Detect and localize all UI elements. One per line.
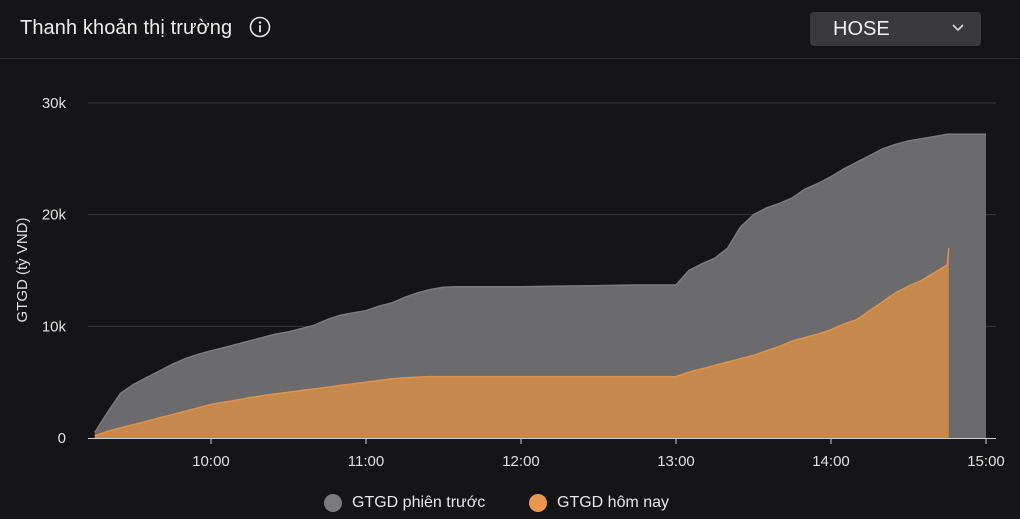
panel-header: Thanh khoản thị trường HOSE <box>0 0 1020 59</box>
chevron-down-icon <box>952 24 964 32</box>
x-tick-label: 13:00 <box>657 453 695 470</box>
legend-label-previous: GTGD phiên trước <box>352 494 486 511</box>
y-tick-label: 10k <box>42 318 67 335</box>
x-tick-label: 15:00 <box>967 453 1005 470</box>
x-tick-label: 12:00 <box>502 453 540 470</box>
legend-dot-previous <box>324 494 342 512</box>
y-axis-label: GTGD (tỷ VND) <box>14 218 31 323</box>
chart-legend: GTGD phiên trước GTGD hôm nay <box>0 490 1020 518</box>
line-series-previous <box>94 133 986 433</box>
y-tick-label: 30k <box>42 95 67 112</box>
market-select-value: HOSE <box>833 18 890 40</box>
x-tick-label: 11:00 <box>348 453 384 470</box>
liquidity-chart: 0 10k 20k 30k 10:00 11:00 12:00 13:00 14:00 15:00… <box>14 95 1005 470</box>
area-series-today[interactable] <box>94 248 949 438</box>
market-select[interactable]: HOSE <box>810 12 981 46</box>
line-series-today <box>94 248 950 437</box>
x-tick-label: 14:00 <box>812 453 850 470</box>
y-tick-label: 20k <box>42 207 67 224</box>
y-tick-label: 0 <box>58 430 66 447</box>
axis-layer: 0 10k 20k 30k 10:00 11:00 12:00 13:00 14:00 15:00 <box>42 95 1005 470</box>
info-icon[interactable] <box>249 16 271 38</box>
x-tick-label: 10:00 <box>192 453 230 470</box>
legend-dot-today <box>529 494 547 512</box>
panel-title: Thanh khoản thị trường <box>20 17 233 39</box>
area-layer <box>94 133 987 439</box>
legend-label-today: GTGD hôm nay <box>557 494 670 511</box>
